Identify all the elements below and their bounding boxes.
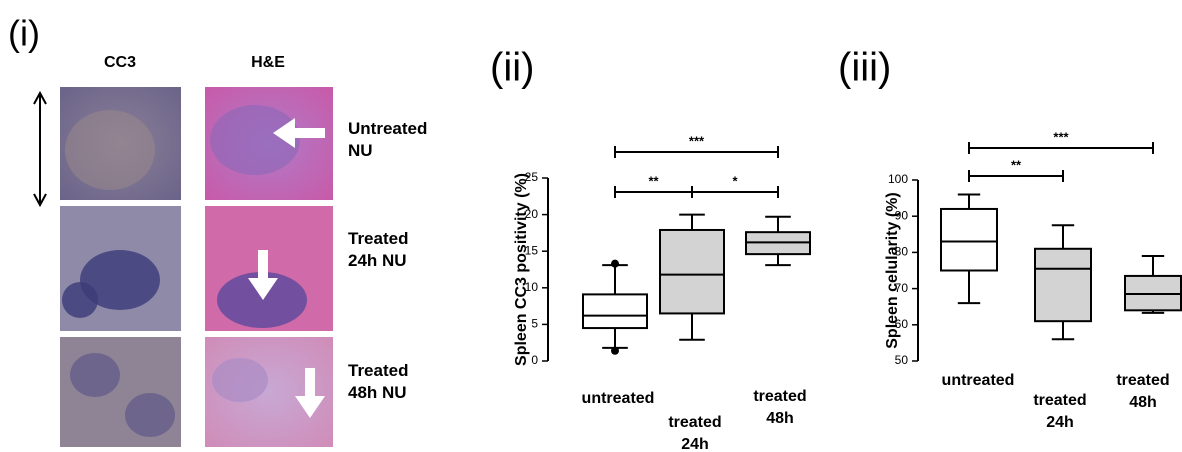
y-tick-label: 25 (525, 170, 539, 184)
y-tick-label: 15 (525, 243, 539, 257)
outlier (611, 346, 619, 355)
y-tick-label: 50 (895, 353, 909, 367)
box (1034, 247, 1092, 323)
y-tick-label: 70 (895, 281, 909, 295)
column-label: CC3 (104, 54, 136, 71)
y-tick-label: 20 (525, 207, 539, 221)
row-label: Treated 48h NU (348, 361, 409, 402)
row-label: Treated 24h NU (348, 229, 409, 270)
outlier (611, 259, 619, 268)
box (659, 228, 725, 315)
x-tick-label: untreated (941, 372, 1015, 389)
x-tick-label: treated 48h (1116, 372, 1170, 411)
y-tick-label: 10 (525, 280, 539, 294)
box (582, 293, 648, 330)
significance-label: ** (1011, 157, 1022, 172)
significance-label: * (732, 173, 738, 188)
y-tick-label: 80 (895, 245, 909, 259)
panel-label: (i) (8, 13, 40, 54)
y-tick-label: 90 (895, 208, 909, 222)
significance-label: *** (1053, 129, 1069, 144)
micrographs (33, 87, 333, 447)
panel-label: (ii) (490, 46, 534, 90)
x-tick-label: treated 48h (753, 388, 807, 427)
box (940, 207, 998, 272)
y-tick-label: 100 (888, 172, 908, 186)
significance-label: ** (648, 173, 659, 188)
y-axis-title: Spleen celularity (%) (884, 192, 901, 349)
x-tick-label: treated 24h (668, 414, 722, 452)
y-tick-label: 0 (531, 353, 538, 367)
column-label: H&E (251, 54, 285, 71)
x-tick-label: untreated (581, 390, 655, 407)
x-tick-label: treated 24h (1033, 392, 1087, 431)
row-label: Untreated NU (348, 119, 428, 160)
y-tick-label: 60 (895, 317, 909, 331)
significance-label: *** (689, 133, 705, 148)
y-tick-label: 5 (531, 317, 538, 331)
panel-label: (iii) (838, 46, 891, 90)
y-axis-title: Spleen CC3 positivity (%) (513, 173, 530, 366)
